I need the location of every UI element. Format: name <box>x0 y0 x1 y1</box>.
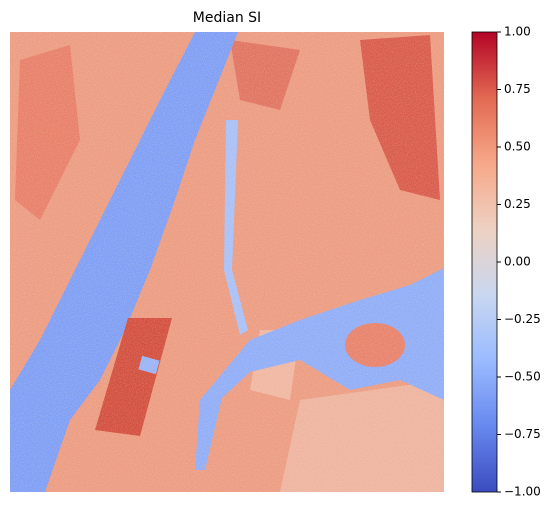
colorbar-tick-label: −1.00 <box>504 485 541 499</box>
colorbar-tick-label: −0.25 <box>504 312 541 326</box>
colorbar-tick-label: −0.75 <box>504 427 541 441</box>
colorbar: −1.00 −0.75 −0.50 −0.25 0.00 0.25 0.50 0.75 1.00 <box>471 25 541 499</box>
colorbar-tick-label: 0.75 <box>504 82 531 96</box>
colorbar-tick-label: −0.50 <box>504 370 541 384</box>
colorbar-tick-label: 0.50 <box>504 140 531 154</box>
colorbar-tick-label: 1.00 <box>504 25 531 39</box>
colorbar-tick-label: 0.25 <box>504 197 531 211</box>
colorbar-gradient <box>471 31 498 493</box>
colorbar-tick-label: 0.00 <box>504 255 531 269</box>
heatmap-image <box>10 32 444 492</box>
chart-title: Median SI <box>193 10 261 26</box>
